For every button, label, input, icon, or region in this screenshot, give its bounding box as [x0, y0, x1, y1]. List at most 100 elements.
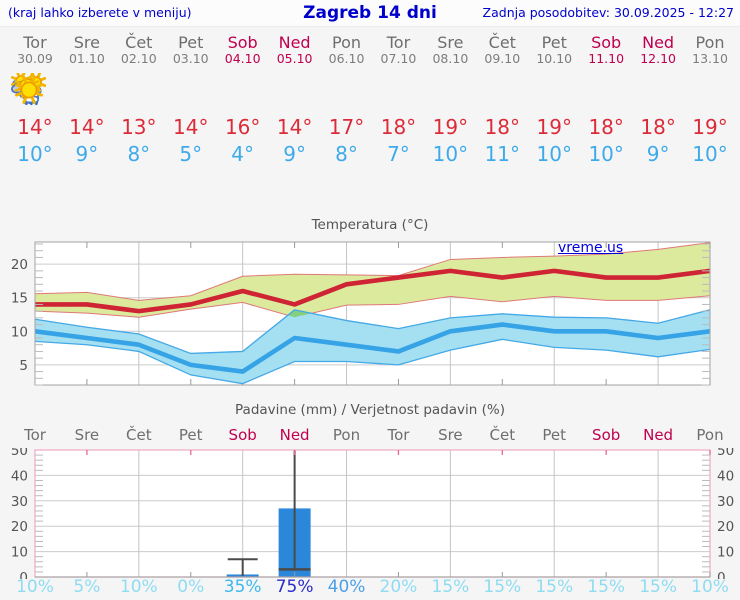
temp-axis-tick-label: 10 [11, 324, 28, 340]
day-column: Pon 13.10 19° 10° [15, 27, 736, 168]
precip-day-label: Sob [592, 426, 621, 444]
precip-axis-tick-label: 10 [717, 545, 734, 561]
day-name-label: Sre [437, 33, 464, 52]
precip-day-label: Pon [696, 426, 724, 444]
precip-day-label: Tor [23, 426, 46, 444]
precip-day-label: Ned [643, 426, 674, 444]
precip-probability-label: 75% [275, 577, 314, 597]
last-update-label: Zadnja posodobitev: 30.09.2025 - 12:27 [482, 5, 734, 20]
day-date-label: 07.10 [380, 51, 417, 66]
precip-probability-label: 15% [639, 577, 677, 597]
max-temp-line [35, 268, 711, 314]
low-temp-label: 5° [179, 142, 203, 166]
day-date-label: 12.10 [640, 51, 676, 66]
precip-day-label: Pet [178, 426, 203, 444]
precip-probability-label: 40% [327, 577, 366, 597]
low-temp-label: 8° [335, 142, 358, 166]
precip-probability-label: 10% [691, 577, 729, 597]
vreme-us-link[interactable]: vreme.us [558, 240, 624, 256]
low-temp-label: 9° [646, 142, 670, 166]
day-name-label: Pon [332, 33, 362, 52]
day-name-label: Ned [642, 33, 675, 52]
low-temp-label: 11° [484, 142, 521, 166]
precip-probability-label: 15% [535, 577, 574, 597]
high-temp-label: 19° [692, 115, 728, 139]
precip-axis-tick-label: 50 [11, 448, 28, 459]
precip-day-label: Pon [332, 426, 361, 444]
low-temp-label: 7° [387, 142, 410, 166]
precip-day-label: Čet [126, 426, 152, 444]
precip-probability-label: 5% [73, 577, 101, 597]
day-date-label: 04.10 [224, 51, 261, 66]
precip-probability-label: 35% [223, 577, 262, 597]
precip-axis-tick-label: 30 [11, 494, 28, 510]
high-temp-label: 18° [588, 115, 624, 139]
precipitation-chart-title: Padavine (mm) / Verjetnost padavin (%) [235, 402, 505, 418]
high-temp-label: 16° [224, 115, 261, 139]
day-column: Pet 03.10 14° 5° [15, 27, 217, 168]
high-temp-label: 14° [17, 115, 53, 139]
day-date-label: 13.10 [692, 51, 728, 66]
high-temp-label: 13° [121, 115, 157, 139]
day-name-label: Čet [125, 33, 153, 52]
day-name-label: Tor [386, 33, 411, 52]
day-date-label: 09.10 [484, 51, 521, 66]
temp-axis-tick-label: 15 [11, 291, 28, 307]
low-temp-label: 10° [432, 142, 469, 166]
low-temp-label: 9° [283, 142, 306, 166]
precip-axis-tick-label: 40 [11, 468, 28, 484]
precip-axis-tick-label: 0 [19, 570, 28, 579]
day-column: Sob 11.10 18° 10° [15, 27, 632, 168]
precip-axis-tick-label: 30 [717, 494, 734, 510]
low-temp-label: 10° [588, 142, 624, 166]
day-column: Čet 09.10 18° 11° [15, 27, 528, 168]
day-name-label: Sob [591, 33, 622, 52]
day-name-label: Tor [23, 33, 47, 52]
day-column: Sre 01.10 14° 9° [11, 27, 113, 168]
precip-probability-label: 20% [379, 577, 418, 597]
high-temp-label: 17° [328, 115, 365, 139]
precip-day-label: Sob [228, 426, 257, 444]
low-temp-label: 10° [692, 142, 728, 166]
min-temp-line [34, 322, 711, 374]
day-name-label: Pet [178, 33, 204, 52]
high-temp-label: 18° [484, 115, 521, 139]
day-date-label: 30.09 [17, 51, 53, 66]
day-date-label: 05.10 [276, 51, 313, 66]
high-temp-label: 19° [536, 115, 572, 139]
high-temp-label: 18° [640, 115, 676, 139]
forecast-strip: Tor 30.09 14° 10° Sre 01.10 14° 9° Čet 02.10 13° 8°… [9, 27, 736, 168]
day-date-label: 03.10 [172, 51, 209, 66]
low-temp-label: 4° [231, 142, 255, 166]
sun-icon [15, 76, 43, 104]
temp-axis-tick-label: 20 [11, 257, 28, 273]
precip-day-label: Ned [279, 426, 310, 444]
day-column: Sre 08.10 19° 10° [15, 27, 476, 168]
temp-axis-tick-label: 5 [19, 358, 28, 374]
band-overlap [287, 309, 312, 318]
precipitation-probability-row: 10% 5% 10% 0% 35% 75% 40% 20% 15% 15% 15% 15% 15% 10% [9, 575, 736, 600]
low-temp-label: 10° [536, 142, 572, 166]
day-column: Pon 06.10 17° 8° [11, 27, 373, 168]
precip-day-label: Sre [74, 426, 100, 444]
precip-axis-tick-label: 50 [717, 448, 734, 459]
day-column: Ned 05.10 14° 9° [10, 27, 321, 168]
precip-probability-label: 15% [587, 577, 626, 597]
high-temp-label: 14° [173, 115, 209, 139]
day-name-label: Pet [541, 33, 567, 52]
precip-day-label: Sre [438, 426, 463, 444]
day-column: Ned 12.10 18° 9° [15, 27, 684, 168]
temperature-chart-title: Temperatura (°C) [311, 217, 429, 233]
header-bar: (kraj lahko izberete v meniju) Zagreb 14… [0, 0, 740, 27]
precip-axis-tick-label: 0 [717, 570, 726, 579]
day-name-label: Pon [695, 33, 725, 52]
low-temp-label: 10° [17, 142, 53, 166]
location-menu-note[interactable]: (kraj lahko izberete v meniju) [8, 5, 192, 20]
day-date-label: 08.10 [432, 51, 469, 66]
day-column: Tor 07.10 18° 7° [14, 27, 424, 168]
high-temp-label: 19° [432, 115, 469, 139]
precip-probability-label: 10% [16, 577, 54, 597]
precip-axis-tick-label: 20 [717, 519, 734, 535]
day-date-label: 01.10 [68, 51, 105, 66]
